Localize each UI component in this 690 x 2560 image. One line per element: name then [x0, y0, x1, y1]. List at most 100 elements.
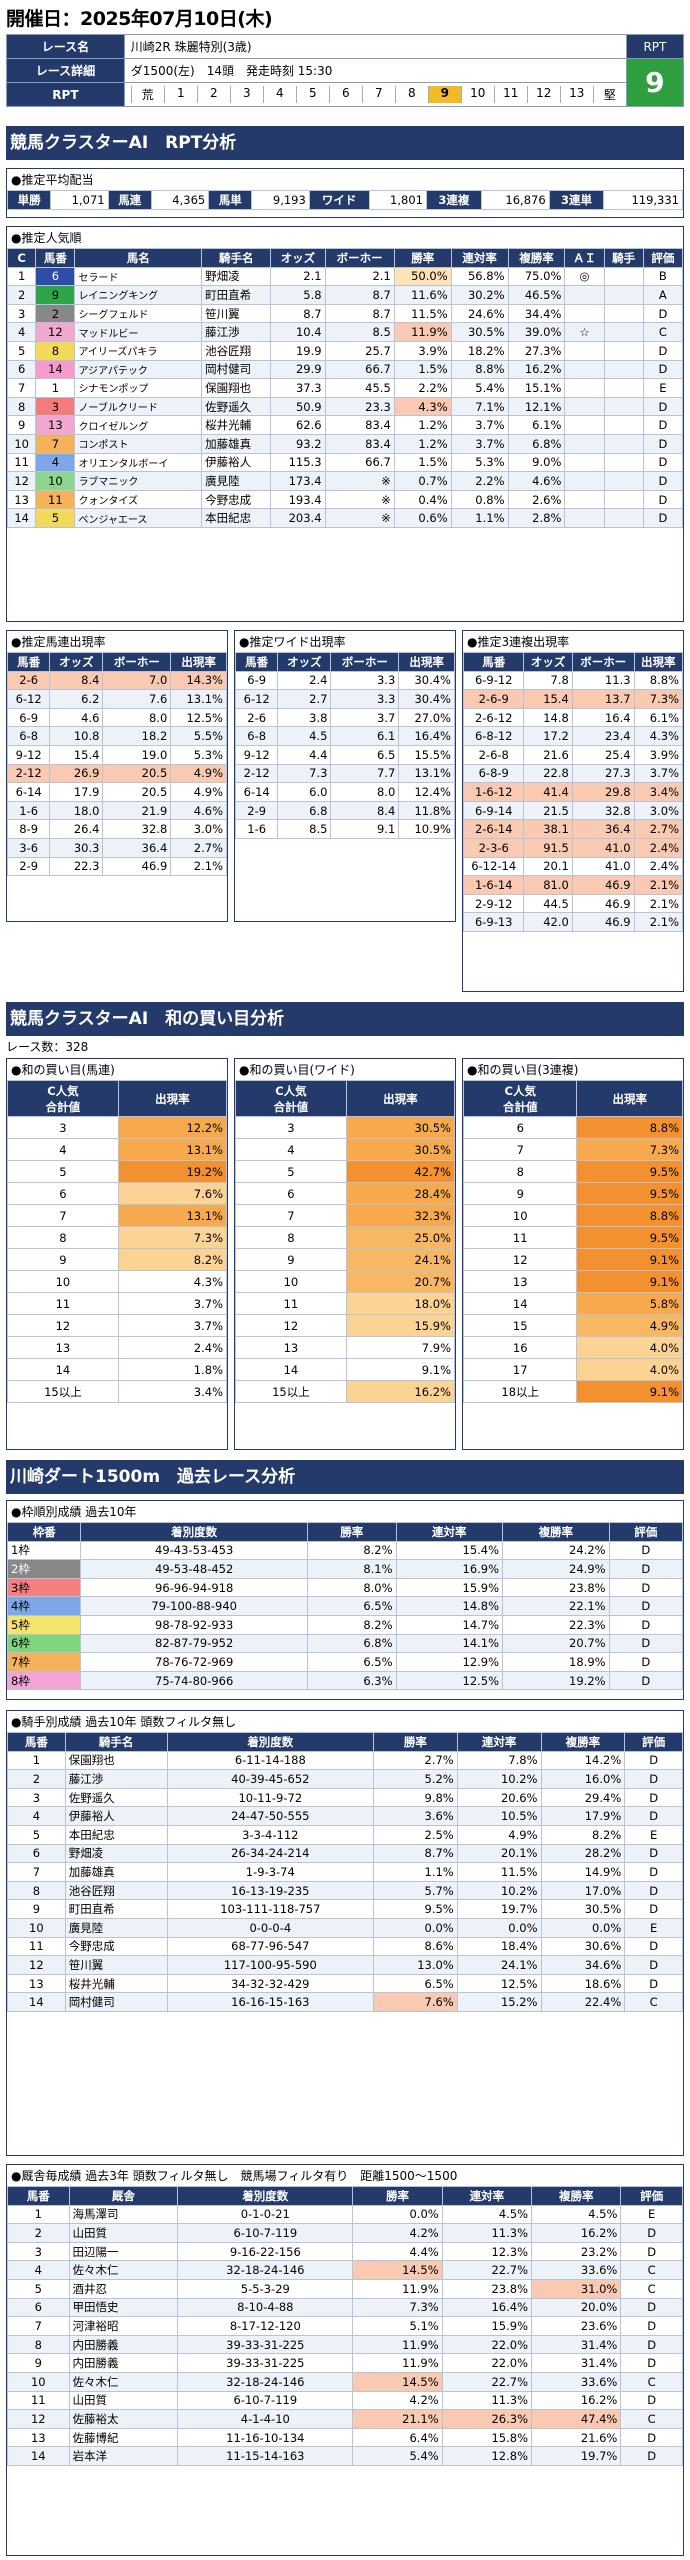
column-header: 連対率 [441, 2186, 533, 2206]
cell [564, 396, 605, 417]
jockey-row: 8 池谷匠翔 16-13-19-235 5.7% 10.2% 17.0% D [7, 1880, 683, 1901]
cell: 加藤雄真 [201, 433, 272, 454]
cell: 笹川翼 [201, 303, 272, 324]
cell: 4.9% [456, 1824, 542, 1845]
cell: 8 [35, 340, 76, 361]
cell: 16.2% [531, 2223, 622, 2243]
cell: 8枠 [6, 1670, 82, 1691]
sanren-row: 2-9-12 44.5 46.9 2.1% [462, 893, 684, 914]
cell: 4.6% [170, 800, 227, 821]
column-header: 枠番 [6, 1522, 82, 1542]
cell: 38.1 [523, 819, 573, 839]
umaren-row: 2-9 22.3 46.9 2.1% [6, 856, 227, 877]
cell: 9.5% [576, 1226, 683, 1249]
cell: オリエンタルボーイ [74, 452, 203, 473]
cell: 4.3% [633, 726, 684, 746]
cell: 6.3% [306, 1670, 397, 1691]
cell: 19.7% [456, 1899, 542, 1919]
cell: 22.0% [441, 2353, 533, 2373]
cell: 廣見陸 [64, 1917, 168, 1938]
column-header: 勝率 [352, 2186, 443, 2206]
cell: D [624, 1843, 683, 1864]
sanren-row: 1-6-12 41.4 29.8 3.4% [462, 782, 684, 802]
cell: 12 [7, 2409, 70, 2429]
cell: C [624, 1992, 683, 2012]
cell: 2.2% [393, 378, 452, 398]
cell: 4.4 [277, 744, 332, 765]
cell: 56.8% [450, 266, 509, 287]
umaren-row: 8-9 26.4 32.8 3.0% [6, 819, 227, 839]
horse-row: 2 9 レイニングキング 町田直希 5.8 8.7 11.6% 30.2% 46.5% A [6, 285, 684, 305]
cell: 12.5% [395, 1670, 504, 1691]
cell: 16-16-15-163 [166, 1992, 374, 2012]
cell: 24-47-50-555 [166, 1806, 374, 1826]
cell: 田辺陽一 [68, 2241, 179, 2262]
cell: D [624, 1750, 683, 1771]
cell: 21.6 [523, 744, 573, 765]
cell: 16.4 [571, 707, 635, 728]
cell: 池谷匠翔 [64, 1880, 168, 1901]
cell: 15.1% [507, 378, 566, 398]
cell: コンポスト [74, 433, 203, 454]
cell: 9.5% [372, 1899, 458, 1919]
cell: 46.9 [571, 893, 635, 914]
cell [564, 452, 605, 473]
jockey-row: 5 本田紀忠 3-3-4-112 2.5% 4.9% 8.2% E [7, 1824, 683, 1845]
cell: 7.6 [102, 689, 172, 709]
cell: D [608, 1652, 684, 1672]
column-header: 着別度数 [177, 2186, 354, 2206]
cell: 11 [7, 2390, 70, 2411]
horse-row: 12 10 ラブマニック 廣見陸 173.4 ※ 0.7% 2.2% 4.6% D [6, 471, 684, 491]
cell: 11.3 [571, 670, 635, 691]
header-row: C人気 合計値 出現率 [235, 1080, 456, 1117]
cell: 18.2% [450, 340, 509, 361]
cell: 32.3% [345, 1204, 456, 1227]
cell: 7.6% [117, 1182, 228, 1205]
cell: 14.5% [352, 2371, 443, 2392]
cell: 1 [7, 1750, 66, 1771]
cell: 31.0% [531, 2278, 622, 2299]
cell: 20.5 [102, 782, 172, 802]
umaren-row: 1-6 18.0 21.9 4.6% [6, 800, 227, 821]
cell: 10 [235, 1270, 347, 1293]
column-header: ボーホー [102, 652, 172, 672]
cell: 8 [7, 1880, 66, 1901]
cell: 15.9% [441, 2316, 533, 2336]
cell: 5.7% [372, 1880, 458, 1901]
wa-row: 17 4.0% [462, 1358, 683, 1381]
cell: 9.0% [507, 452, 566, 473]
cell: 1-9-3-74 [166, 1862, 374, 1882]
cell: 42.7% [345, 1160, 456, 1183]
cell: 佐々木仁 [68, 2260, 179, 2280]
cell: 6 [462, 1116, 578, 1139]
jockey-row: 13 桜井光輔 34-32-32-429 6.5% 12.5% 18.6% D [7, 1973, 683, 1994]
cell: 2.4% [633, 837, 684, 858]
wa-row: 9 9.5% [462, 1182, 683, 1205]
cell: 25.4 [571, 744, 635, 765]
cell: 3.9% [393, 340, 452, 361]
wa-row: 3 12.2% [7, 1116, 228, 1139]
cell: 4 [7, 2260, 70, 2280]
stable-row: 7 河津裕昭 8-17-12-120 5.1% 15.9% 23.6% D [7, 2316, 683, 2336]
cell: 10 [35, 471, 76, 491]
sanren-row: 6-8-9 22.8 27.3 3.7% [462, 763, 684, 784]
column-header: ＡＩ [564, 248, 605, 268]
cell: 6 [7, 2297, 70, 2318]
cell: 2.6% [507, 489, 566, 510]
cell: 8.7 [270, 303, 326, 324]
cell: 5 [35, 508, 76, 528]
cell: 9.8% [372, 1787, 458, 1808]
cell: 5.8 [270, 285, 326, 305]
cell: 河津裕昭 [68, 2316, 179, 2336]
cell: 8.8% [633, 670, 684, 691]
cell: D [642, 452, 684, 473]
column-header: 騎手名 [64, 1732, 168, 1752]
sanren-row: 6-8-12 17.2 23.4 4.3% [462, 726, 684, 746]
cell: 4.9% [576, 1314, 683, 1337]
cell: 7.9% [345, 1336, 456, 1359]
cell: 24.1% [345, 1248, 456, 1271]
cell: 12.9% [395, 1652, 504, 1672]
cell: 6.1% [507, 415, 566, 435]
column-header: 複勝率 [507, 248, 566, 268]
cell: 83.4 [324, 415, 395, 435]
